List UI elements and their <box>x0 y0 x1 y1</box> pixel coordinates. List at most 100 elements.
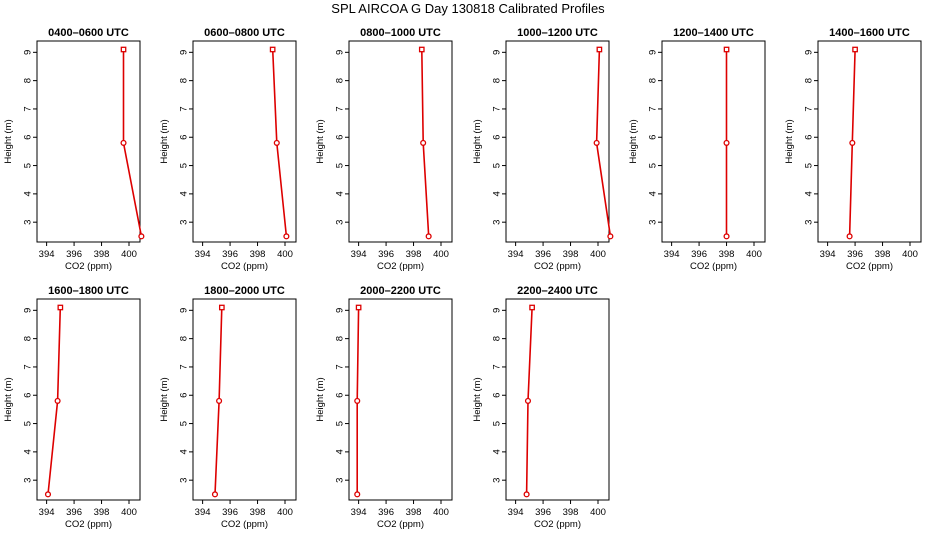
panel-3-ytick-label: 9 <box>335 50 346 55</box>
panel-1-xtick-label: 400 <box>121 249 137 260</box>
panel-9-xtick-label: 394 <box>351 507 367 518</box>
panel-7-ytick-label: 4 <box>23 449 34 454</box>
panel-10-ytick-label: 6 <box>492 393 503 398</box>
panel-9-title: 2000–2200 UTC <box>360 285 441 297</box>
panel-6-xtick-label: 394 <box>820 249 836 260</box>
panel-2-point <box>269 46 276 53</box>
panel-9-ytick-label: 8 <box>335 336 346 341</box>
panel-8-xtick-label: 396 <box>222 507 238 518</box>
panel-1-xtick-label: 394 <box>39 249 55 260</box>
panel-3-point <box>420 139 427 146</box>
panel-4-point <box>593 139 600 146</box>
panel-1-ytick-label: 6 <box>23 135 34 140</box>
panel-8-frame <box>192 298 297 501</box>
panel-6-frame <box>817 40 922 243</box>
panel-7-xlabel: CO2 (ppm) <box>65 519 112 530</box>
panel-8-point <box>216 397 223 404</box>
panel-3-ytick-label: 3 <box>335 220 346 225</box>
panel-7-ytick-label: 8 <box>23 336 34 341</box>
panel-7-ytick-label: 6 <box>23 393 34 398</box>
panel-2-xtick-label: 398 <box>250 249 266 260</box>
panel-3-xlabel: CO2 (ppm) <box>377 261 424 272</box>
panel-10-ytick-label: 3 <box>492 478 503 483</box>
panel-4-ytick-label: 6 <box>492 135 503 140</box>
panel-9-ytick-label: 4 <box>335 449 346 454</box>
panel-4-ytick-label: 9 <box>492 50 503 55</box>
panel-1-ytick-label: 8 <box>23 78 34 83</box>
panel-9-xtick-label: 396 <box>378 507 394 518</box>
panel-9-xtick-label: 398 <box>406 507 422 518</box>
panel-5-ytick-label: 8 <box>648 78 659 83</box>
panel-6-ytick-label: 4 <box>804 191 815 196</box>
panel-4-ytick-label: 8 <box>492 78 503 83</box>
panel-5-frame <box>661 40 766 243</box>
panel-10-xtick-label: 396 <box>535 507 551 518</box>
panel-8-ytick-label: 7 <box>179 364 190 369</box>
panel-1-ytick-label: 3 <box>23 220 34 225</box>
panel-5-point <box>723 233 730 240</box>
panel-5-xtick-label: 398 <box>719 249 735 260</box>
panel-3-title: 0800–1000 UTC <box>360 27 441 39</box>
panel-2-xlabel: CO2 (ppm) <box>221 261 268 272</box>
panel-5-ytick-label: 4 <box>648 191 659 196</box>
panel-4-ytick-label: 5 <box>492 163 503 168</box>
panel-2-xtick-label: 400 <box>277 249 293 260</box>
panel-10-ytick-label: 9 <box>492 308 503 313</box>
panel-4-xtick-label: 400 <box>590 249 606 260</box>
panel-3-xtick-label: 400 <box>433 249 449 260</box>
panel-8-ylabel: Height (m) <box>159 377 170 421</box>
panel-5-ytick-label: 7 <box>648 106 659 111</box>
panel-4-ylabel: Height (m) <box>472 119 483 163</box>
panel-3-xtick-label: 396 <box>378 249 394 260</box>
panel-9-point <box>355 304 362 311</box>
panel-7-xtick-label: 400 <box>121 507 137 518</box>
panel-9-xlabel: CO2 (ppm) <box>377 519 424 530</box>
panel-1-ytick-label: 9 <box>23 50 34 55</box>
panel-7-xtick-label: 398 <box>94 507 110 518</box>
panel-2-point <box>273 139 280 146</box>
panel-10-point <box>524 397 532 404</box>
panel-5-title: 1200–1400 UTC <box>673 27 754 39</box>
panel-10-ytick-label: 7 <box>492 364 503 369</box>
panel-5-ytick-label: 6 <box>648 135 659 140</box>
panel-10-xtick-label: 400 <box>590 507 606 518</box>
panel-7-ytick-label: 3 <box>23 478 34 483</box>
panel-2-xtick-label: 396 <box>222 249 238 260</box>
panel-4-point <box>607 233 614 240</box>
panel-3-xtick-label: 394 <box>351 249 367 260</box>
panel-1-frame <box>36 40 141 243</box>
panel-6-ytick-label: 9 <box>804 50 815 55</box>
panel-7-xtick-label: 394 <box>39 507 55 518</box>
panel-10-frame <box>505 298 610 501</box>
panel-6-ytick-label: 8 <box>804 78 815 83</box>
panel-7-frame <box>36 298 141 501</box>
panel-8-xtick-label: 394 <box>195 507 211 518</box>
panel-9-frame <box>348 298 453 501</box>
panel-1-point <box>138 233 145 240</box>
panel-6-point <box>846 233 853 240</box>
panel-8-point <box>211 491 219 498</box>
panel-5-xtick-label: 396 <box>691 249 707 260</box>
panel-10-xtick-label: 394 <box>508 507 524 518</box>
panel-7-ytick-label: 7 <box>23 364 34 369</box>
panel-3-ytick-label: 7 <box>335 106 346 111</box>
panel-3-ytick-label: 5 <box>335 163 346 168</box>
panel-4-point <box>596 46 603 53</box>
panel-3-ytick-label: 6 <box>335 135 346 140</box>
panel-4-ytick-label: 7 <box>492 106 503 111</box>
panel-2-ytick-label: 7 <box>179 106 190 111</box>
panel-7-xtick-label: 396 <box>66 507 82 518</box>
panel-7-ytick-label: 9 <box>23 308 34 313</box>
panel-4-frame <box>505 40 610 243</box>
panel-1-ytick-label: 5 <box>23 163 34 168</box>
panel-8-xlabel: CO2 (ppm) <box>221 519 268 530</box>
panel-3-ytick-label: 4 <box>335 191 346 196</box>
panel-6-ytick-label: 3 <box>804 220 815 225</box>
panel-5-ytick-label: 9 <box>648 50 659 55</box>
panel-2-point <box>283 233 290 240</box>
panel-10-xlabel: CO2 (ppm) <box>534 519 581 530</box>
panel-8-ytick-label: 6 <box>179 393 190 398</box>
panel-9-point <box>354 491 361 498</box>
